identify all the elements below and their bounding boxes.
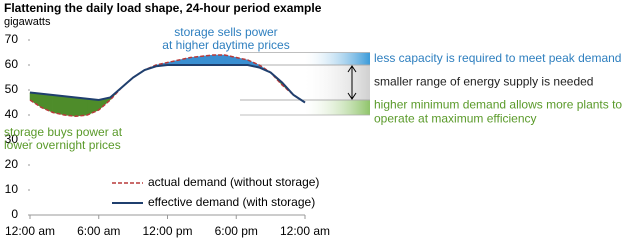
y-tick-label: 60 <box>5 57 19 71</box>
annotation: lower overnight prices <box>4 138 121 152</box>
x-tick-label: 12:00 am <box>5 224 55 238</box>
x-tick-label: 12:00 am <box>280 224 330 238</box>
band-label: operate at maximum efficiency <box>374 112 537 126</box>
y-tick-label: 10 <box>5 182 19 196</box>
annotation: storage buys power at <box>4 125 123 139</box>
demand-line <box>29 64 306 104</box>
chart-title: Flattening the daily load shape, 24-hour… <box>4 1 322 15</box>
y-tick-label: 30 <box>5 132 19 146</box>
annotation: at higher daytime prices <box>162 38 289 52</box>
band-label: smaller range of energy supply is needed <box>374 75 593 89</box>
sell-area <box>213 54 226 66</box>
buy-area <box>29 92 42 108</box>
x-tick-label: 6:00 pm <box>215 224 258 238</box>
band <box>305 65 370 100</box>
band-label: less capacity is required to meet peak d… <box>374 51 621 65</box>
legend-label: effective demand (with storage) <box>148 195 315 209</box>
arrow-head <box>347 65 357 73</box>
buy-area <box>52 94 65 116</box>
x-tick-label: 12:00 pm <box>142 224 192 238</box>
y-tick-label: 70 <box>5 32 19 46</box>
band-label: higher minimum demand allows more plants… <box>374 98 622 112</box>
y-axis-label: gigawatts <box>4 16 51 28</box>
buy-area <box>64 95 77 117</box>
arrow-head <box>347 92 357 100</box>
buy-area <box>75 97 88 117</box>
y-tick-label: 0 <box>11 207 18 221</box>
x-tick-label: 6:00 am <box>77 224 120 238</box>
demand-line <box>29 54 306 118</box>
annotation: storage sells power <box>174 25 277 39</box>
y-tick-label: 20 <box>5 157 19 171</box>
band <box>305 52 370 65</box>
legend-label: actual demand (without storage) <box>148 175 319 189</box>
band <box>305 100 370 115</box>
y-tick-label: 50 <box>5 82 19 96</box>
y-tick-label: 40 <box>5 107 19 121</box>
